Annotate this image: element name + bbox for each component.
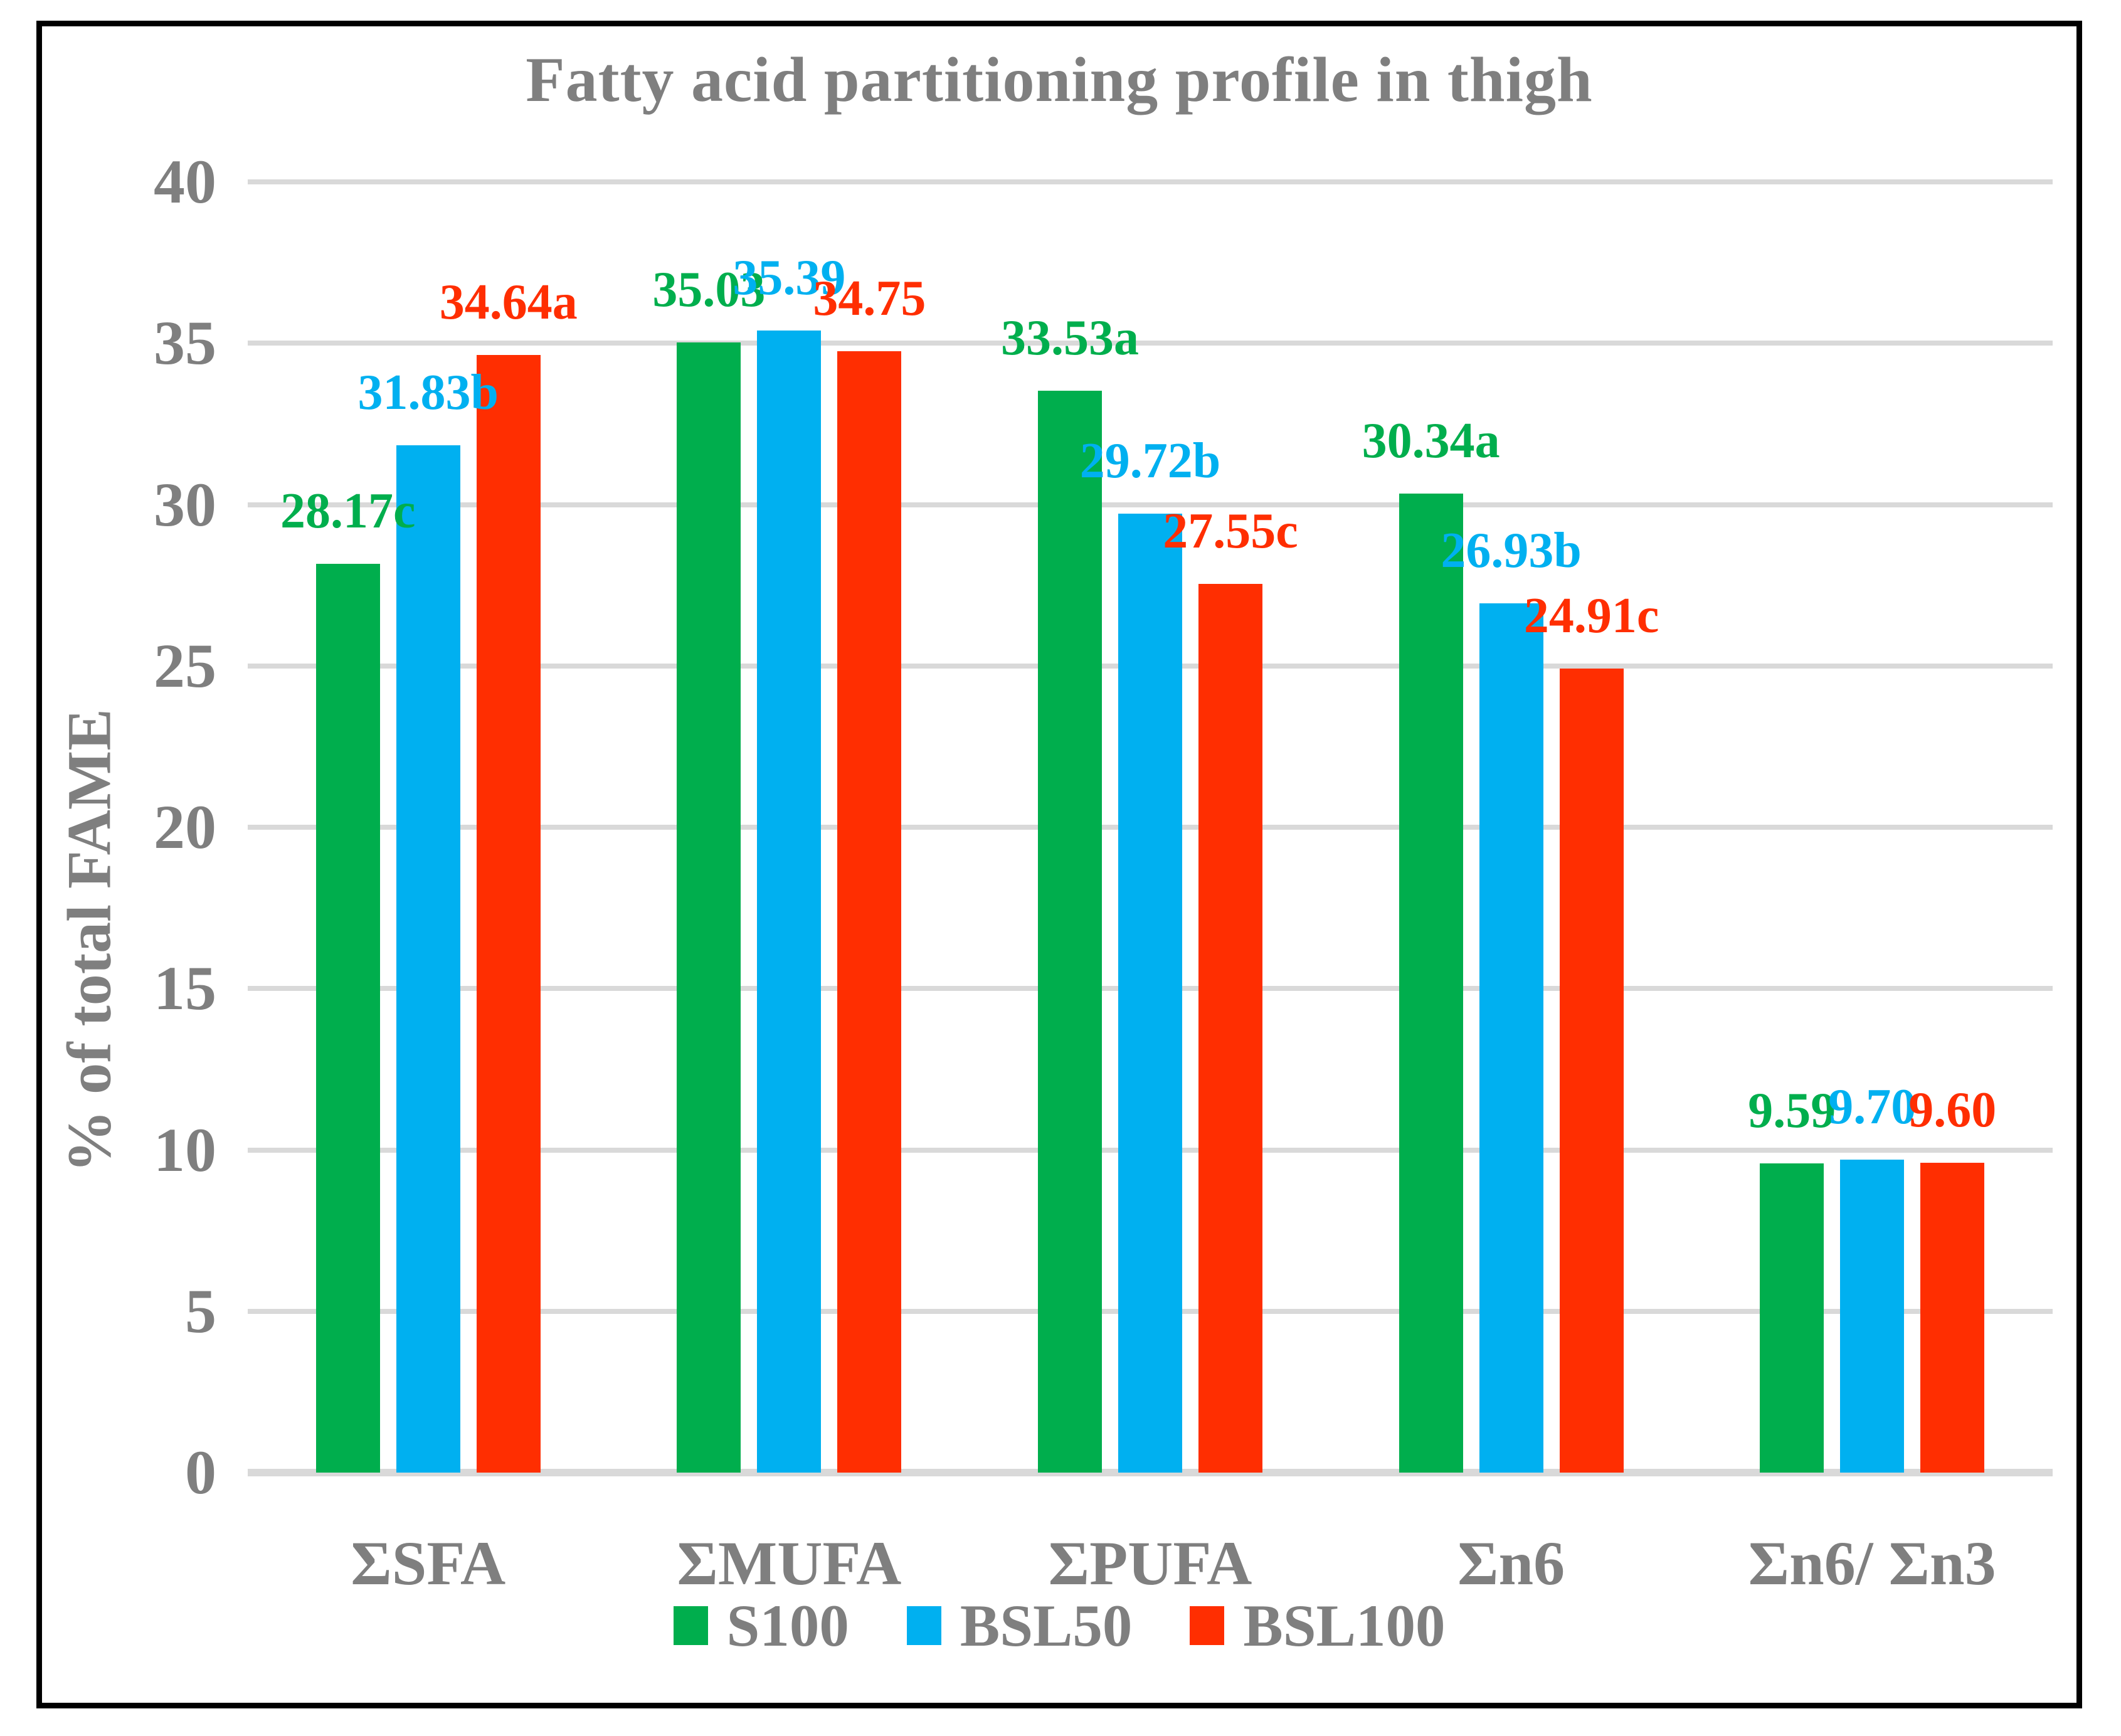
value-label-bsl100-4: 9.60 bbox=[1908, 1082, 1997, 1138]
bar-s100-2 bbox=[1038, 390, 1102, 1473]
legend-item-bsl50: BSL50 bbox=[906, 1592, 1133, 1659]
bar-s100-4 bbox=[1760, 1163, 1824, 1473]
y-axis-tick-label: 35 bbox=[154, 308, 216, 378]
bar-s100-3 bbox=[1399, 494, 1463, 1473]
legend-item-s100: S100 bbox=[673, 1592, 849, 1659]
value-label-bsl50-0: 31.83b bbox=[357, 365, 499, 421]
y-axis-tick-label: 30 bbox=[154, 469, 216, 539]
x-axis-category-label: ΣSFA bbox=[351, 1528, 506, 1598]
bar-bsl100-0 bbox=[476, 354, 541, 1473]
x-axis-category-label: ΣMUFA bbox=[677, 1528, 902, 1598]
legend-label: BSL50 bbox=[960, 1592, 1133, 1659]
plot-area: 28.17c 31.83b 34.64a 35.03 35.39 34.75 33.53a 2… bbox=[248, 179, 2053, 1476]
x-axis-category-label: ΣPUFA bbox=[1048, 1528, 1252, 1598]
y-axis: 0 5 10 15 20 25 30 35 40 bbox=[38, 147, 216, 1507]
y-axis-tick-label: 15 bbox=[154, 953, 216, 1024]
y-axis-tick-label: 5 bbox=[185, 1276, 216, 1346]
y-axis-tick-label: 20 bbox=[154, 792, 216, 862]
bar-bsl50-4 bbox=[1840, 1159, 1905, 1473]
bar-bsl100-4 bbox=[1920, 1163, 1985, 1473]
y-axis-tick-label: 10 bbox=[154, 1114, 216, 1185]
legend: S100 BSL50 BSL100 bbox=[36, 1594, 2082, 1657]
gridline bbox=[248, 179, 2053, 184]
value-label-bsl100-3: 24.91c bbox=[1523, 588, 1659, 644]
y-axis-tick-label: 25 bbox=[154, 630, 216, 701]
legend-swatch-s100 bbox=[673, 1606, 708, 1645]
value-label-s100-1: 35.03 bbox=[652, 262, 766, 317]
chart-title: Fatty acid partitioning profile in thigh bbox=[526, 45, 1593, 115]
value-label-s100-3: 30.34a bbox=[1362, 413, 1500, 469]
bar-bsl50-0 bbox=[396, 445, 460, 1473]
bar-s100-0 bbox=[315, 563, 380, 1473]
value-label-s100-0: 28.17c bbox=[280, 483, 416, 539]
bar-bsl50-1 bbox=[757, 331, 822, 1473]
bar-bsl100-3 bbox=[1559, 669, 1624, 1473]
value-label-bsl50-3: 26.93b bbox=[1441, 523, 1582, 579]
gridline bbox=[248, 341, 2053, 346]
legend-item-bsl100: BSL100 bbox=[1190, 1592, 1446, 1659]
legend-swatch-bsl100 bbox=[1190, 1606, 1225, 1645]
bar-bsl50-2 bbox=[1118, 513, 1182, 1473]
value-label-bsl100-1: 34.75 bbox=[813, 271, 926, 327]
value-label-s100-4: 9.59 bbox=[1748, 1082, 1836, 1138]
value-label-bsl100-0: 34.64a bbox=[439, 274, 578, 330]
legend-label: BSL100 bbox=[1243, 1592, 1446, 1659]
bar-s100-1 bbox=[677, 342, 741, 1473]
y-axis-tick-label: 40 bbox=[154, 147, 216, 216]
x-axis-category-label: Σn6/ Σn3 bbox=[1748, 1528, 1996, 1598]
bar-bsl100-2 bbox=[1198, 583, 1262, 1473]
value-label-bsl50-1: 35.39 bbox=[733, 250, 846, 306]
y-axis-tick-label: 0 bbox=[185, 1437, 216, 1507]
value-label-bsl100-2: 27.55c bbox=[1163, 503, 1298, 559]
bar-bsl100-1 bbox=[837, 351, 902, 1473]
x-axis-category-label: Σn6 bbox=[1457, 1528, 1565, 1598]
legend-swatch-bsl50 bbox=[906, 1606, 941, 1645]
value-label-bsl50-2: 29.72b bbox=[1079, 433, 1221, 489]
bar-bsl50-3 bbox=[1479, 603, 1543, 1473]
value-label-s100-2: 33.53a bbox=[1001, 310, 1139, 366]
gridline bbox=[248, 502, 2053, 507]
x-axis: ΣSFA ΣMUFA ΣPUFA Σn6 Σn6/ Σn3 bbox=[248, 1529, 2053, 1604]
value-label-bsl50-4: 9.70 bbox=[1828, 1079, 1917, 1135]
legend-label: S100 bbox=[726, 1592, 849, 1659]
